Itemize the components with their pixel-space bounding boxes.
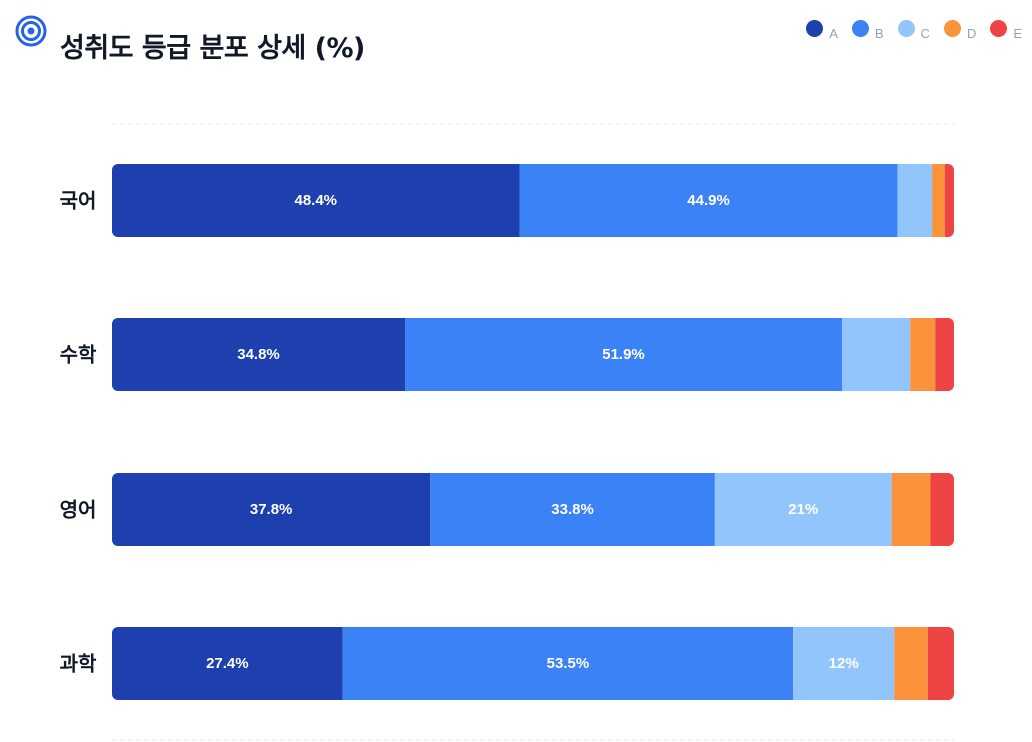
data-label: 51.9% [602,346,645,363]
legend-item-e[interactable]: E [990,20,1022,41]
legend-label: E [1013,26,1022,41]
legend-swatch [943,20,961,37]
data-label: 27.4% [206,655,249,672]
bar-segment-c[interactable] [714,473,892,546]
legend-item-d[interactable]: D [943,20,976,41]
legend-swatch [990,20,1008,37]
data-label: 34.8% [237,346,280,363]
bar-row [112,318,954,391]
data-label: 33.8% [551,501,594,518]
legend-label: B [874,26,884,41]
data-label: 37.8% [250,501,293,518]
category-label: 국어 [60,189,97,213]
data-label: 21% [788,501,818,518]
bar-segment-a[interactable] [112,318,406,391]
chart-title: 성취도 등급 분포 상세 (%) [60,33,365,64]
chart-header: 성취도 등급 분포 상세 (%) [14,14,365,74]
legend-item-a[interactable]: A [806,20,838,41]
bar-segment-c[interactable] [897,164,933,237]
bar-segment-e[interactable] [935,318,954,391]
bar-segment-e[interactable] [927,627,954,700]
legend-swatch [806,20,824,37]
legend-label: D [966,26,977,41]
bar-segment-b[interactable] [519,164,898,237]
legend-swatch [897,20,915,37]
legend-item-b[interactable]: B [851,20,884,41]
bar-segment-d[interactable] [891,473,931,546]
legend-label: A [829,26,838,41]
bar-row [112,627,954,700]
bar-segment-b[interactable] [342,627,794,700]
bar-row [112,473,954,546]
bar-row [112,164,954,237]
bar-segment-e[interactable] [930,473,954,546]
bar-segment-e[interactable] [944,164,954,237]
legend-item-c[interactable]: C [897,20,930,41]
category-label: 수학 [60,343,97,367]
legend-swatch [851,20,869,37]
bar-segment-b[interactable] [430,473,715,546]
data-label: 48.4% [294,192,337,209]
target-icon [15,15,47,47]
legend-label: C [920,26,930,41]
bar-segment-c[interactable] [793,627,895,700]
category-label: 영어 [60,498,97,522]
bar-segment-b[interactable] [405,318,843,391]
bar-segment-d[interactable] [910,318,936,391]
data-label: 12% [829,655,859,672]
bar-segment-a[interactable] [112,627,343,700]
bar-segment-c[interactable] [842,318,911,391]
legend: A B C D E [806,20,1022,41]
data-label: 44.9% [687,192,730,209]
bar-segment-a[interactable] [112,473,431,546]
bar-segment-d[interactable] [894,627,928,700]
bar-segment-a[interactable] [112,164,520,237]
bar-segment-d[interactable] [932,164,945,237]
data-label: 53.5% [547,655,590,672]
category-label: 과학 [60,652,97,676]
